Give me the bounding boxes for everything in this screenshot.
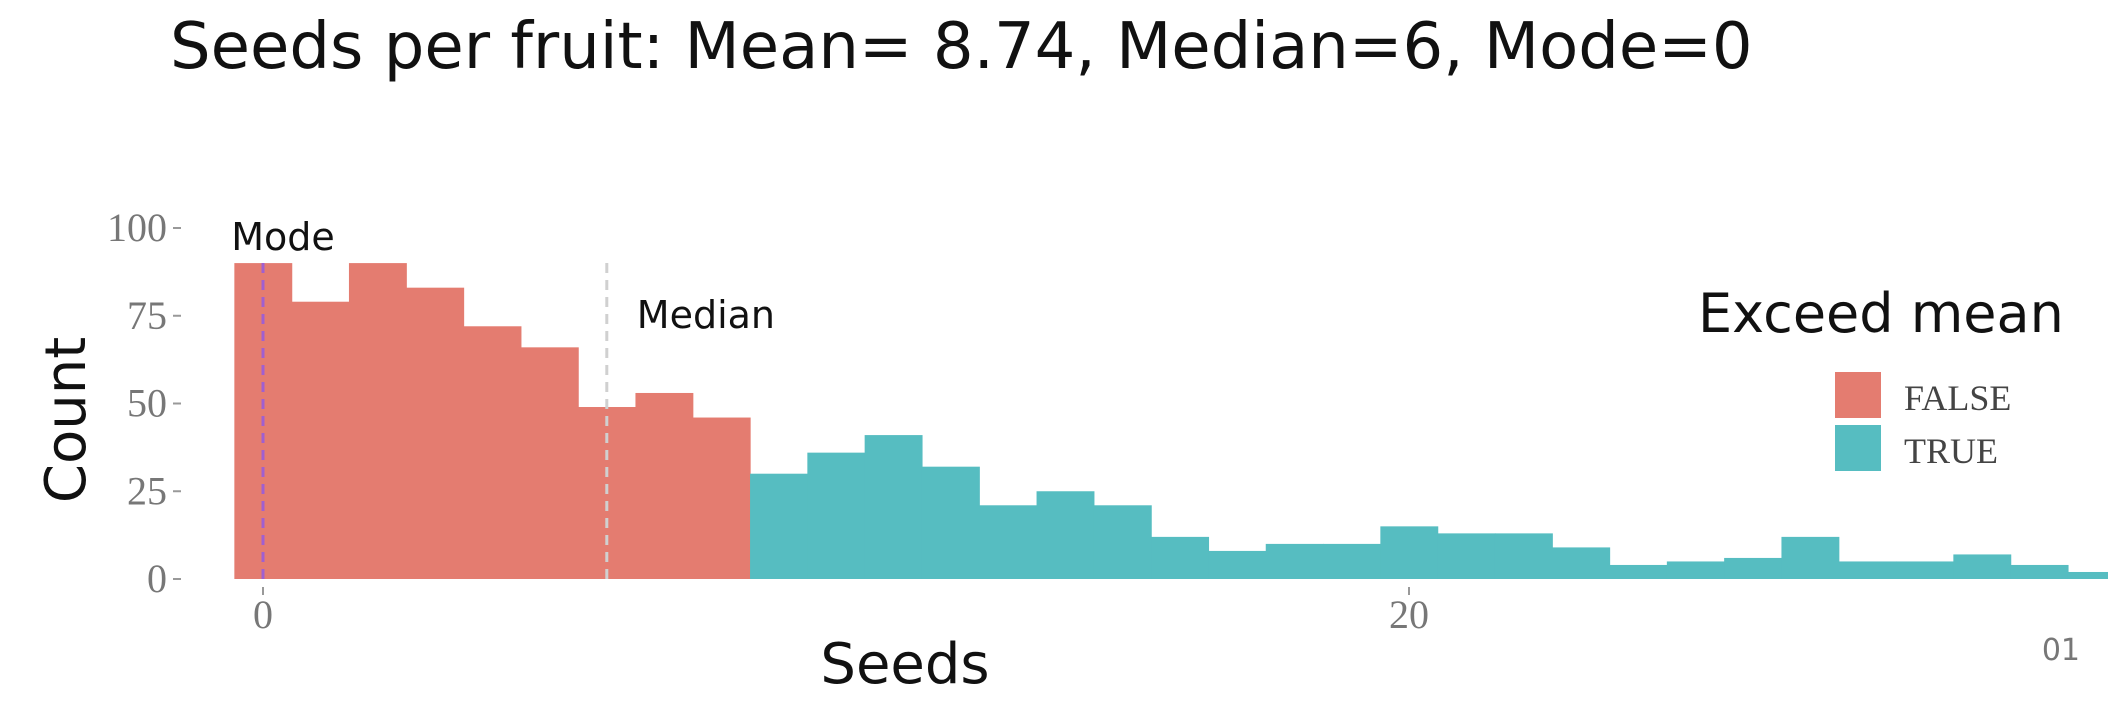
legend-label-false: FALSE	[1904, 378, 2011, 418]
y-tick-label-0: 0	[147, 556, 167, 601]
bars-group	[234, 263, 2108, 579]
x-axis: 0204060	[253, 587, 1429, 637]
histogram-bar-true-23	[1552, 547, 1611, 579]
histogram-bar-true-30	[1953, 554, 2012, 579]
histogram-bar-true-9	[750, 473, 808, 579]
legend-swatch-true	[1835, 425, 1881, 471]
histogram-bar-false-2	[348, 263, 407, 579]
histogram-bar-false-5	[520, 347, 579, 579]
histogram-bar-true-28	[1838, 561, 1897, 579]
histogram-bar-true-14	[1036, 491, 1095, 579]
median-annotation: Median	[637, 293, 775, 337]
histogram-bar-true-18	[1265, 543, 1324, 579]
histogram-bar-true-29	[1896, 561, 1954, 579]
histogram-bar-true-22	[1494, 533, 1553, 579]
x-axis-title: Seeds	[820, 632, 989, 697]
histogram-bar-true-10	[807, 452, 866, 579]
page-number: 01	[2042, 633, 2080, 668]
histogram-bar-true-11	[864, 435, 923, 579]
y-tick-label-75: 75	[127, 293, 167, 338]
y-axis: 0 25 50 75 100	[107, 205, 181, 601]
histogram-bar-true-32	[2067, 571, 2108, 579]
legend-swatch-false	[1835, 372, 1881, 418]
histogram-bar-false-7	[635, 392, 694, 579]
x-tick-label-0: 0	[253, 592, 273, 637]
x-tick-label-20: 20	[1389, 592, 1429, 637]
histogram-bar-false-8	[692, 417, 751, 579]
histogram-bar-true-27	[1781, 536, 1840, 579]
chart-title: Seeds per fruit: Mean= 8.74, Median=6, M…	[170, 10, 1753, 84]
histogram-bar-true-15	[1093, 505, 1152, 579]
mode-annotation: Mode	[231, 215, 335, 259]
histogram-bar-true-16	[1151, 536, 1210, 579]
histogram-bar-false-3	[406, 287, 465, 579]
legend-label-true: TRUE	[1904, 431, 1998, 471]
histogram-bar-true-19	[1323, 543, 1381, 579]
histogram-bar-false-4	[463, 326, 522, 579]
y-tick-label-50: 50	[127, 381, 167, 426]
histogram-bar-true-31	[2010, 564, 2069, 579]
y-axis-title: Count	[34, 337, 99, 503]
histogram-bar-false-1	[291, 301, 350, 579]
histogram-bar-true-13	[979, 505, 1038, 579]
histogram-bar-true-25	[1666, 561, 1725, 579]
histogram-bar-true-24	[1609, 564, 1668, 579]
y-tick-label-100: 100	[107, 205, 167, 250]
histogram-bar-true-20	[1380, 526, 1439, 579]
histogram-bar-true-12	[921, 466, 980, 579]
legend-title: Exceed mean	[1698, 282, 2064, 345]
histogram-bar-true-17	[1208, 550, 1267, 579]
y-tick-label-25: 25	[127, 468, 167, 513]
histogram-bar-true-26	[1724, 557, 1783, 579]
histogram-bar-true-21	[1437, 533, 1496, 579]
